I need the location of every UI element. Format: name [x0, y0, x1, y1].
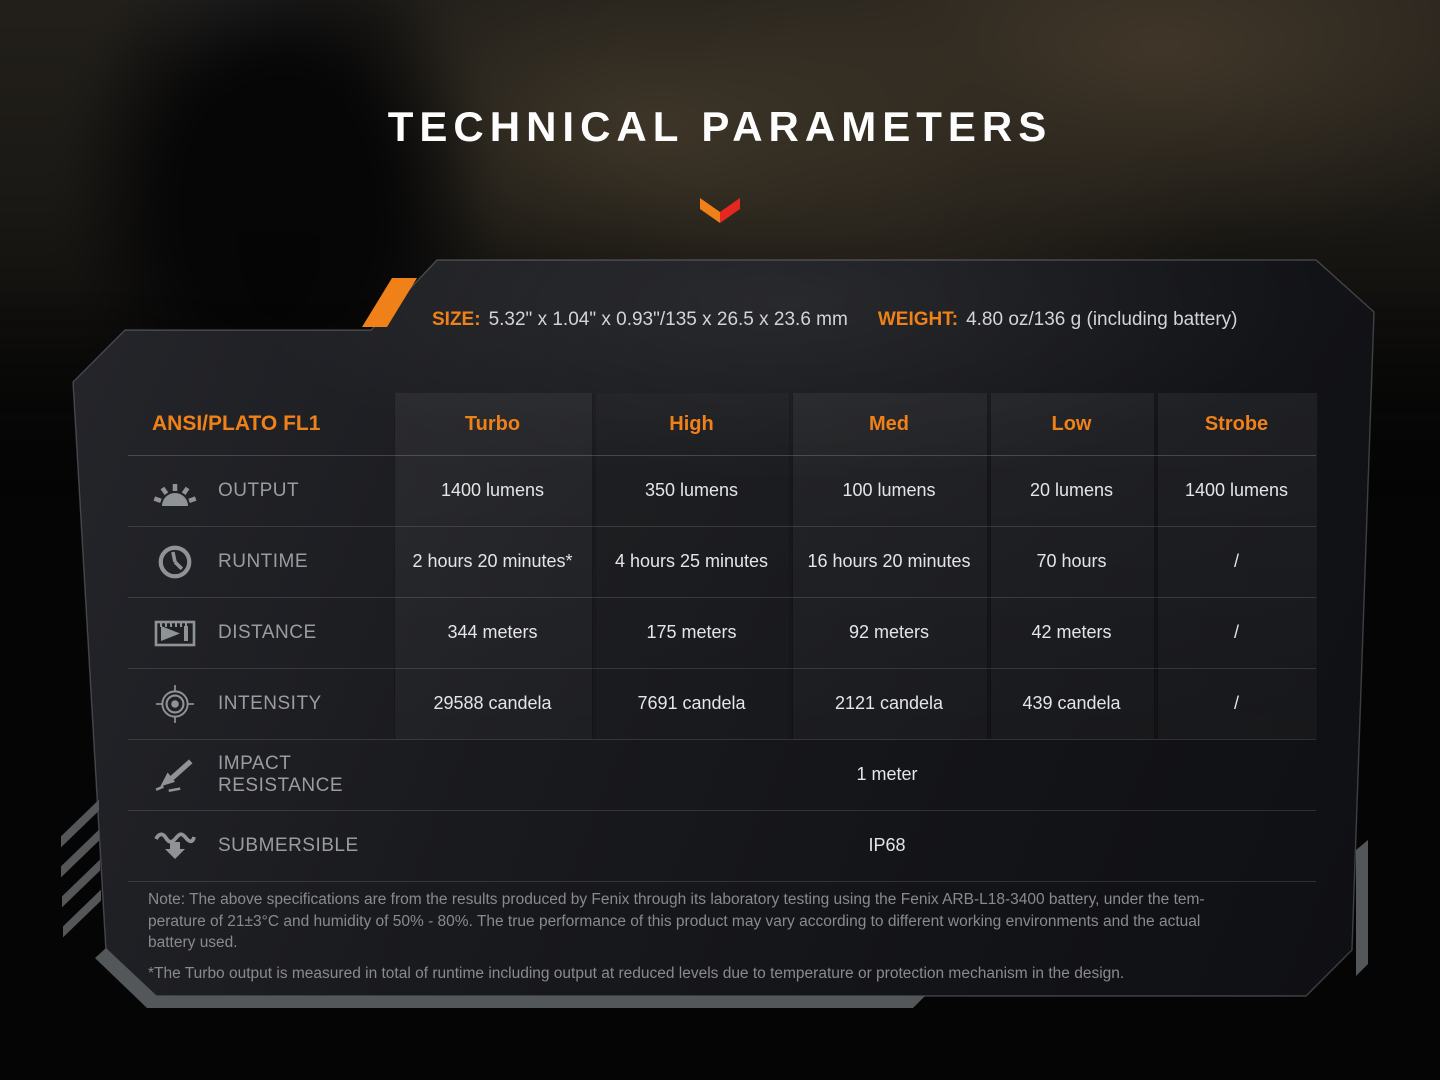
mode-header-low: Low	[1051, 412, 1092, 435]
note-line: perature of 21±3°C and humidity of 50% -…	[148, 912, 1201, 930]
cell-intensity-med: 2121 candela	[834, 693, 944, 713]
cell-intensity-turbo: 29588 candela	[433, 693, 552, 713]
cell-output-turbo: 1400 lumens	[440, 480, 545, 500]
spec-panel	[73, 260, 1374, 996]
row-label-text: SUBMERSIBLE	[218, 834, 359, 856]
cell-intensity-high: 7691 candela	[637, 693, 746, 713]
cell-runtime-high: 4 hours 25 minutes	[614, 551, 769, 571]
cell-submersible-value: IP68	[868, 835, 906, 855]
size-weight-bar: SIZE: 5.32" x 1.04" x 0.93"/135 x 26.5 x…	[432, 309, 1238, 331]
note-line: Note: The above specifications are from …	[148, 891, 1205, 908]
chevron-down-icon	[700, 198, 740, 223]
cell-output-strobe: 1400 lumens	[1184, 480, 1289, 500]
size-label: SIZE:	[432, 309, 481, 330]
cell-output-high: 350 lumens	[644, 480, 739, 500]
impact-resistance-icon	[150, 757, 200, 793]
beam-distance-icon	[150, 616, 200, 650]
cell-runtime-turbo: 2 hours 20 minutes*	[412, 551, 573, 571]
cell-runtime-med: 16 hours 20 minutes	[807, 551, 971, 571]
cell-distance-med: 92 meters	[848, 622, 930, 642]
mode-header-turbo: Turbo	[464, 412, 521, 435]
mode-header-strobe: Strobe	[1204, 412, 1269, 435]
clock-runtime-icon	[150, 543, 200, 581]
row-label-text: IMPACT RESISTANCE	[218, 752, 344, 796]
cell-intensity-low: 439 candela	[1022, 693, 1121, 713]
row-label-impact-resistance: IMPACT RESISTANCE	[128, 739, 392, 810]
row-label-submersible: SUBMERSIBLE	[128, 810, 392, 881]
row-label-text: RUNTIME	[218, 550, 309, 572]
note-line: battery used.	[148, 934, 238, 951]
weight-label: WEIGHT:	[877, 309, 959, 330]
row-label-runtime: RUNTIME	[128, 526, 392, 597]
deco-bottom-edge	[95, 948, 925, 1008]
weight-value: 4.80 oz/136 g (including battery)	[966, 309, 1238, 330]
cell-intensity-strobe: /	[1233, 693, 1239, 713]
note-footnote: *The Turbo output is measured in total o…	[148, 964, 1125, 982]
sun-output-icon	[150, 474, 200, 508]
cell-runtime-low: 70 hours	[1036, 551, 1107, 571]
note-block: Note: The above specifications are from …	[148, 889, 1318, 984]
cell-distance-turbo: 344 meters	[447, 622, 538, 642]
spec-table: ANSI/PLATO FL1 Turbo High Med Low Strobe OUTPU…	[128, 393, 1318, 882]
submersible-icon	[150, 829, 200, 863]
cell-runtime-strobe: /	[1233, 551, 1239, 571]
mode-header-med: Med	[869, 412, 909, 435]
row-label-text: INTENSITY	[218, 692, 322, 714]
cell-distance-high: 175 meters	[646, 622, 737, 642]
row-label-distance: DISTANCE	[128, 597, 392, 668]
row-label-intensity: INTENSITY	[128, 668, 392, 739]
row-label-output: OUTPUT	[128, 455, 392, 526]
deco-right-edge	[1356, 840, 1368, 976]
ansi-plato-label: ANSI/PLATO FL1	[152, 412, 321, 435]
cell-output-low: 20 lumens	[1029, 480, 1114, 500]
mode-header-high: High	[669, 412, 714, 435]
cell-distance-low: 42 meters	[1031, 622, 1112, 642]
cell-distance-strobe: /	[1233, 622, 1239, 642]
cell-output-med: 100 lumens	[842, 480, 936, 500]
size-value: 5.32" x 1.04" x 0.93"/135 x 26.5 x 23.6 …	[488, 309, 848, 330]
page-title: TECHNICAL PARAMETERS	[387, 103, 1053, 150]
row-label-text: DISTANCE	[218, 621, 317, 643]
row-label-text: OUTPUT	[218, 479, 300, 501]
target-intensity-icon	[150, 684, 200, 724]
cell-impact-resistance-value: 1 meter	[856, 764, 918, 784]
